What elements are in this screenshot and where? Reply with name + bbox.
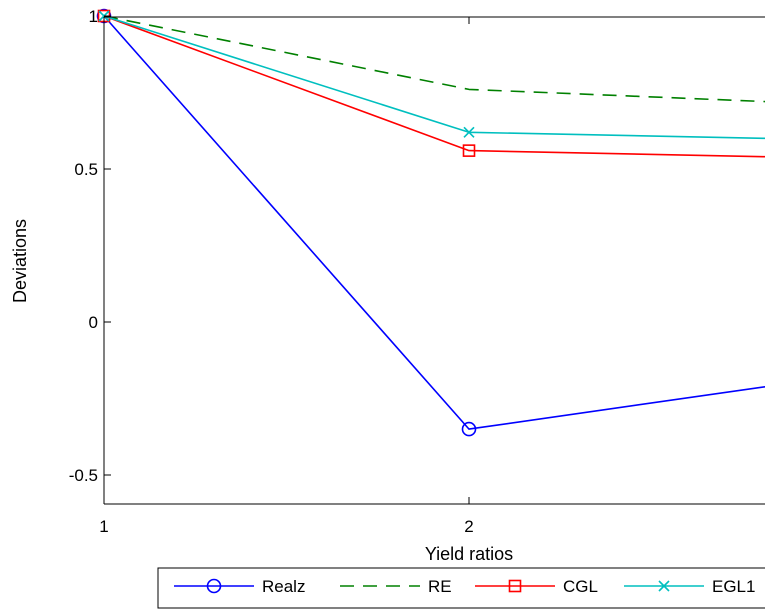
x-tick-label: 1 <box>99 517 108 536</box>
legend: Realz RE CGL EGL1 <box>157 567 765 609</box>
x-axis-label: Yield ratios <box>425 544 513 564</box>
legend-box <box>157 567 765 609</box>
data-point-realz-1 <box>461 421 477 437</box>
data-point-cgl-1 <box>462 144 476 157</box>
y-tick-label: 0 <box>89 313 98 332</box>
axes: -0.5 0 0.5 1 1 2 <box>69 7 765 536</box>
series-line-cgl <box>103 15 765 158</box>
legend-label-re: RE <box>428 577 452 596</box>
series-line-egl1 <box>103 15 765 140</box>
y-axis-label: Deviations <box>10 219 30 303</box>
legend-marker-realz <box>206 578 222 594</box>
legend-marker-egl1 <box>658 580 670 592</box>
data-point-egl1-1 <box>463 126 475 138</box>
legend-label-egl1: EGL1 <box>712 577 755 596</box>
legend-label-realz: Realz <box>262 577 305 596</box>
y-tick-label: -0.5 <box>69 466 98 485</box>
legend-label-cgl: CGL <box>563 577 598 596</box>
plot-area <box>96 8 765 437</box>
y-tick-label: 1 <box>89 7 98 26</box>
legend-marker-cgl <box>508 579 522 593</box>
x-tick-label: 2 <box>464 517 473 536</box>
series-line-realz <box>103 15 765 430</box>
y-tick-label: 0.5 <box>74 160 98 179</box>
series-line-re <box>103 15 765 103</box>
